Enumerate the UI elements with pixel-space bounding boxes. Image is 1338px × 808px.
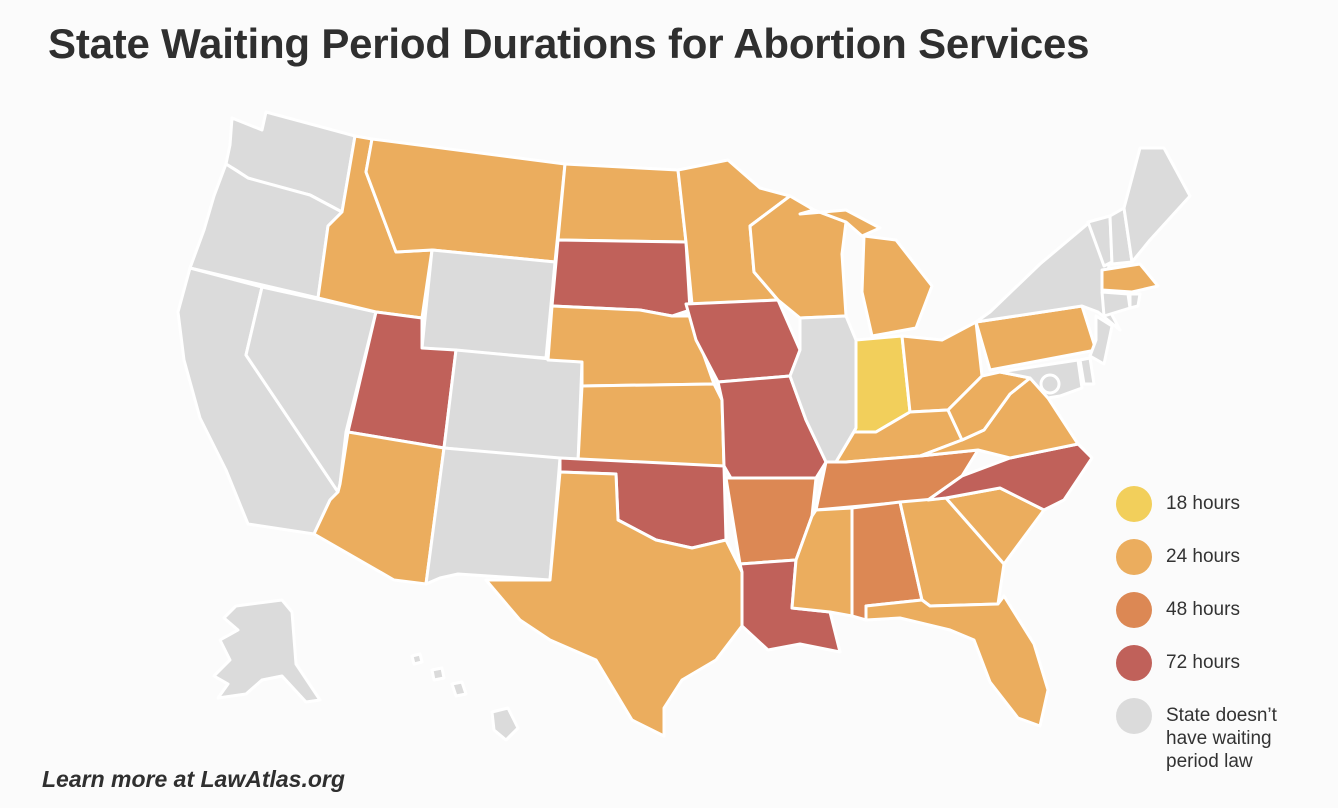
state-MT[interactable] <box>364 137 567 264</box>
state-WV[interactable] <box>946 370 1032 442</box>
state-WI[interactable] <box>748 194 848 320</box>
footer-link-text: Learn more at LawAtlas.org <box>42 766 345 792</box>
legend-swatch-18-hours <box>1116 486 1152 522</box>
state-DC[interactable] <box>1039 373 1061 395</box>
state-CO[interactable] <box>442 348 584 464</box>
legend-item-no-law: State doesn’t have waiting period law <box>1116 698 1326 773</box>
state-KS[interactable] <box>576 382 726 468</box>
legend-label-72-hours: 72 hours <box>1166 652 1240 673</box>
state-AK[interactable] <box>212 598 322 704</box>
state-MI[interactable] <box>798 208 934 338</box>
state-TX[interactable] <box>484 470 744 738</box>
legend-label-48-hours: 48 hours <box>1166 599 1240 620</box>
state-NM[interactable] <box>424 446 562 586</box>
legend-item-48-hours: 48 hours <box>1116 592 1326 628</box>
state-ME[interactable] <box>1122 146 1192 264</box>
legend-swatch-48-hours <box>1116 592 1152 628</box>
legend-label-24-hours: 24 hours <box>1166 546 1240 567</box>
legend-label-18-hours: 18 hours <box>1166 493 1240 514</box>
state-SD[interactable] <box>550 238 692 318</box>
legend-swatch-no-law <box>1116 698 1152 734</box>
state-NJ[interactable] <box>1088 314 1114 366</box>
legend-swatch-24-hours <box>1116 539 1152 575</box>
page-title: State Waiting Period Durations for Abort… <box>48 20 1090 67</box>
legend-item-18-hours: 18 hours <box>1116 486 1326 522</box>
legend-item-24-hours: 24 hours <box>1116 539 1326 575</box>
legend-item-72-hours: 72 hours <box>1116 645 1326 681</box>
state-FL[interactable] <box>864 594 1050 728</box>
state-CT[interactable] <box>1100 290 1132 318</box>
state-ND[interactable] <box>556 162 688 244</box>
legend-label-no-law: State doesn’t have waiting period law <box>1166 705 1277 772</box>
state-NC[interactable] <box>926 442 1094 512</box>
state-RI[interactable] <box>1128 292 1142 310</box>
state-WY[interactable] <box>420 248 557 360</box>
state-DE[interactable] <box>1078 356 1096 386</box>
state-HI[interactable] <box>410 652 520 742</box>
map-legend: 18 hours 24 hours 48 hours 72 hours Stat… <box>1116 486 1326 790</box>
legend-swatch-72-hours <box>1116 645 1152 681</box>
state-MA[interactable] <box>1100 262 1160 294</box>
